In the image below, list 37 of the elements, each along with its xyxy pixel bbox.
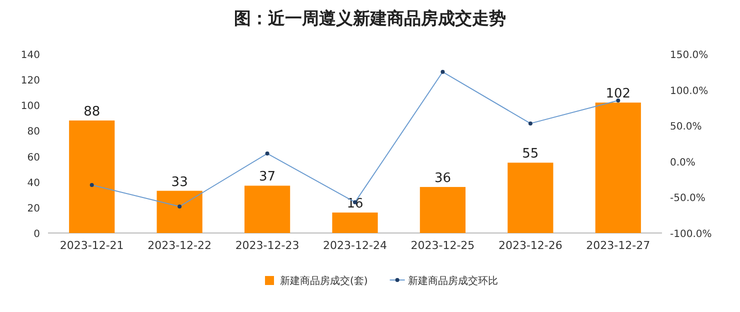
chart-title: 图：近一周遵义新建商品房成交走势 bbox=[234, 9, 506, 29]
data-label: 37 bbox=[259, 170, 276, 185]
data-label: 102 bbox=[606, 86, 631, 102]
bar bbox=[244, 186, 290, 233]
x-tick-label: 2023-12-24 bbox=[323, 239, 387, 252]
bar bbox=[69, 120, 115, 233]
y-tick-label: 40 bbox=[27, 178, 40, 189]
y-tick-label: 0 bbox=[34, 229, 40, 240]
bar bbox=[156, 190, 202, 233]
y2-tick-label: -50.0% bbox=[670, 193, 706, 204]
y2-tick-label: 150.0% bbox=[670, 50, 708, 61]
y-tick-label: 120 bbox=[20, 76, 40, 87]
x-tick-label: 2023-12-25 bbox=[410, 239, 475, 252]
x-tick-label: 2023-12-23 bbox=[235, 239, 300, 252]
x-tick-label: 2023-12-26 bbox=[498, 239, 562, 252]
bar bbox=[420, 186, 466, 233]
data-label: 88 bbox=[84, 104, 100, 120]
y-tick-label: 100 bbox=[20, 101, 40, 112]
x-tick-label: 2023-12-27 bbox=[586, 239, 650, 252]
y2-tick-label: -100.0% bbox=[670, 229, 712, 240]
x-tick-label: 2023-12-22 bbox=[148, 239, 212, 252]
x-tick-label: 2023-12-21 bbox=[60, 239, 124, 252]
y2-tick-label: 0.0% bbox=[670, 157, 696, 168]
y-tick-label: 20 bbox=[27, 203, 40, 214]
legend-label: 新建商品房成交(套) bbox=[280, 275, 368, 287]
data-label: 55 bbox=[522, 146, 539, 162]
y-tick-label: 140 bbox=[20, 50, 40, 61]
bar bbox=[508, 162, 554, 233]
legend-label: 新建商品房成交环比 bbox=[408, 275, 498, 287]
bar bbox=[595, 102, 641, 233]
y-tick-label: 80 bbox=[27, 126, 40, 138]
y2-tick-label: 50.0% bbox=[670, 122, 702, 133]
y2-tick-label: 100.0% bbox=[670, 86, 708, 97]
data-label: 33 bbox=[171, 174, 188, 190]
y-tick-label: 60 bbox=[27, 152, 40, 164]
data-label: 36 bbox=[434, 170, 451, 186]
bar bbox=[332, 212, 378, 233]
